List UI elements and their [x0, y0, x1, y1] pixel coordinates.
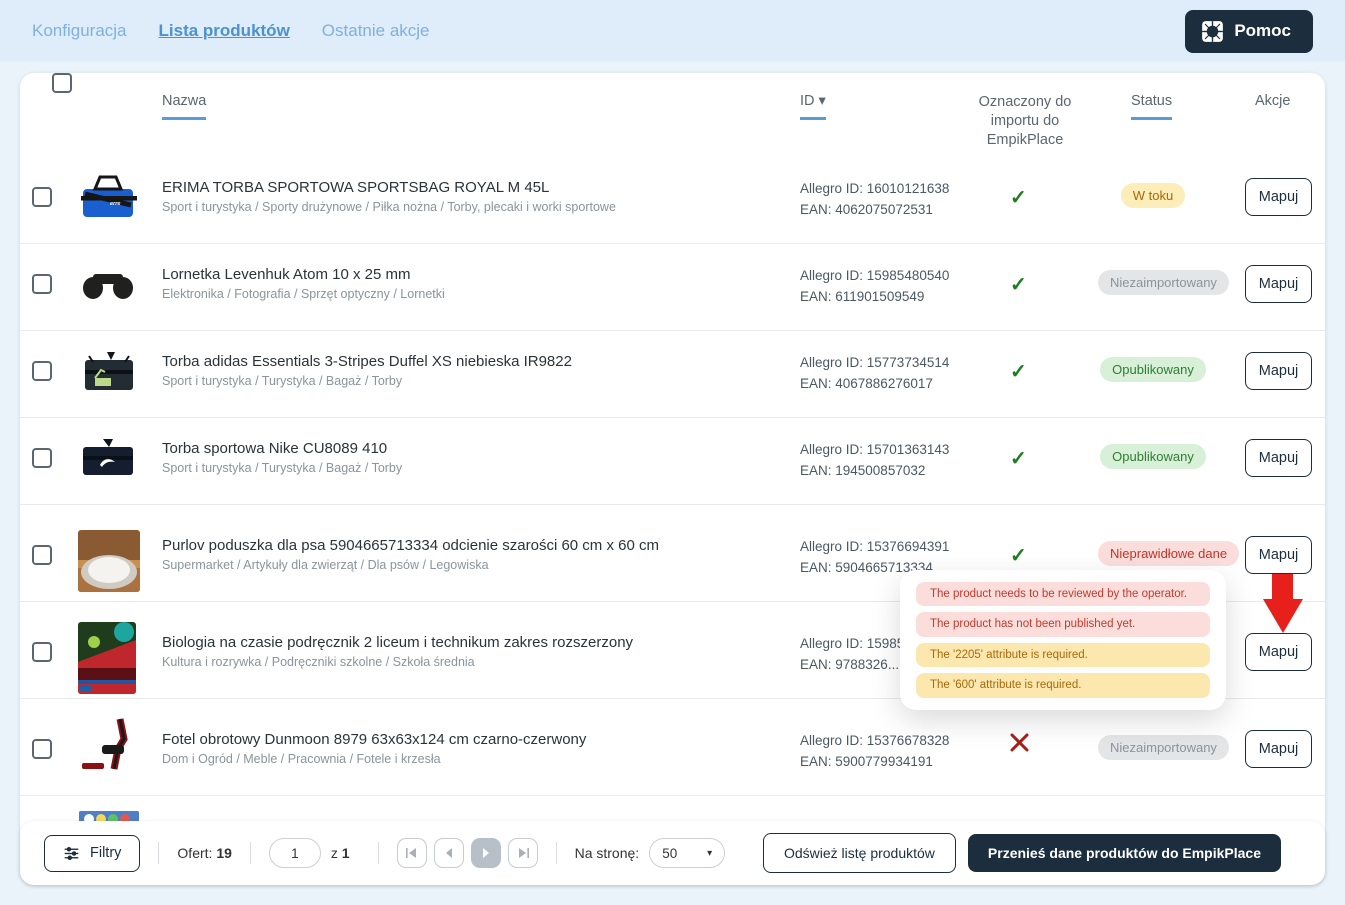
svg-text:erre: erre	[110, 201, 120, 207]
